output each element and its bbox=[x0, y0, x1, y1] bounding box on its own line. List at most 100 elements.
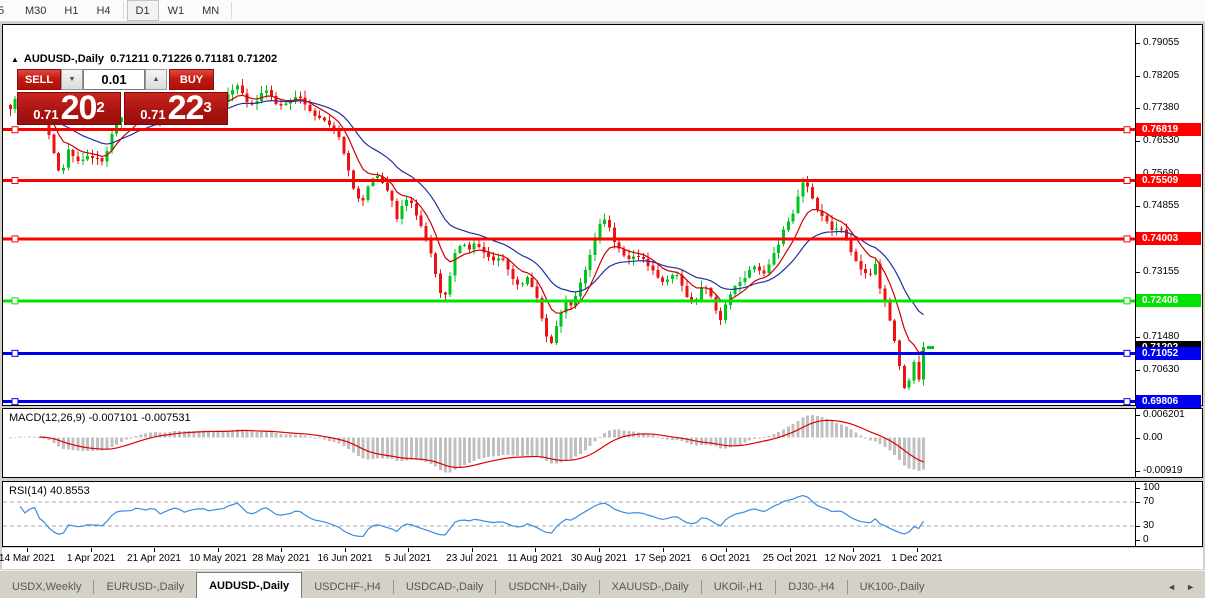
rsi-window[interactable]: RSI(14) 40.8553 100 70 30 0 bbox=[2, 481, 1203, 547]
buy-button[interactable]: BUY bbox=[169, 69, 214, 90]
timeframe-button-mn[interactable]: MN bbox=[202, 4, 220, 17]
timeframe-button-h4[interactable]: H4 bbox=[96, 4, 111, 17]
tab-scroll-right-icon[interactable]: ► bbox=[1186, 582, 1195, 592]
macd-histogram-bar bbox=[637, 432, 641, 438]
ma-slow-line[interactable] bbox=[24, 100, 924, 316]
candle-down bbox=[651, 265, 655, 271]
ask-price-panel[interactable]: 0.71 22 3 bbox=[124, 91, 228, 125]
bid-price-prefix: 0.71 bbox=[33, 107, 59, 122]
line-anchor-handle[interactable] bbox=[11, 398, 19, 405]
ask-price-point: 3 bbox=[203, 99, 212, 116]
tab-usdcaddaily[interactable]: USDCAD-,Daily bbox=[405, 580, 484, 593]
macd-histogram-bar bbox=[550, 437, 554, 464]
tab-uk100daily[interactable]: UK100-,Daily bbox=[859, 580, 925, 593]
tab-usdcnhdaily[interactable]: USDCNH-,Daily bbox=[508, 580, 587, 593]
tab-audusddaily[interactable]: AUDUSD-,Daily bbox=[196, 572, 303, 598]
line-anchor-handle[interactable] bbox=[1123, 235, 1131, 243]
timeframe-button-h1[interactable]: H1 bbox=[64, 4, 79, 17]
tab-dj30h4[interactable]: DJ30-,H4 bbox=[788, 580, 835, 593]
macd-histogram-bar bbox=[810, 415, 814, 438]
macd-histogram-bar bbox=[211, 431, 215, 438]
price-chart-window[interactable]: 0.79055 0.78205 0.77380 0.76530 0.75680 0.748… bbox=[2, 24, 1203, 408]
candle-down bbox=[612, 227, 616, 242]
volume-increase-button[interactable]: ▲ bbox=[145, 69, 167, 90]
candle-down bbox=[762, 270, 766, 274]
macd-histogram-bar bbox=[144, 433, 148, 438]
macd-histogram-bar bbox=[854, 432, 858, 438]
tab-separator bbox=[495, 580, 497, 594]
macd-histogram-bar bbox=[115, 437, 119, 445]
candle-down bbox=[661, 277, 665, 283]
candle-down bbox=[76, 156, 80, 162]
macd-histogram-bar bbox=[564, 437, 568, 461]
candle-down bbox=[100, 157, 104, 162]
timeframe-button-5[interactable]: 5 bbox=[0, 0, 16, 21]
tab-scroll-left-icon[interactable]: ◄ bbox=[1167, 582, 1177, 592]
axis-tick-mark bbox=[1136, 488, 1140, 489]
macd-histogram-bar bbox=[598, 436, 602, 438]
macd-histogram-bar bbox=[704, 437, 708, 445]
macd-histogram-bar bbox=[839, 424, 843, 438]
tab-usdchfh4[interactable]: USDCHF-,H4 bbox=[314, 580, 381, 593]
line-anchor-handle[interactable] bbox=[11, 177, 19, 185]
macd-histogram-bar bbox=[603, 432, 607, 438]
macd-window[interactable]: MACD(12,26,9) -0.007101 -0.007531 0.0062… bbox=[2, 408, 1203, 478]
macd-signal-line[interactable] bbox=[39, 419, 924, 469]
candle-down bbox=[482, 246, 486, 253]
tab-ukoilh1[interactable]: UKOil-,H1 bbox=[713, 580, 764, 593]
line-anchor-handle[interactable] bbox=[1123, 349, 1131, 357]
candle-down bbox=[535, 286, 539, 299]
line-anchor-handle[interactable] bbox=[1123, 177, 1131, 185]
candle-up bbox=[772, 252, 776, 265]
rsi-line[interactable] bbox=[19, 494, 925, 538]
candle-down bbox=[322, 117, 326, 121]
line-anchor-handle[interactable] bbox=[1123, 398, 1131, 405]
line-anchor-handle[interactable] bbox=[1123, 297, 1131, 305]
timeframe-button-d1[interactable]: D1 bbox=[126, 0, 159, 21]
line-anchor-handle[interactable] bbox=[11, 349, 19, 357]
timeframe-button-w1[interactable]: W1 bbox=[167, 4, 185, 17]
tab-eurusddaily[interactable]: EURUSD-,Daily bbox=[106, 580, 185, 593]
axis-tick-label: 0.00 bbox=[1143, 432, 1163, 443]
volume-input[interactable]: 0.01 bbox=[83, 69, 145, 90]
macd-histogram-bar bbox=[685, 437, 689, 443]
collapse-triangle-icon[interactable]: ▲ bbox=[11, 55, 19, 64]
macd-histogram-bar bbox=[236, 429, 239, 438]
candle-up bbox=[564, 301, 568, 313]
tab-xauusddaily[interactable]: XAUUSD-,Daily bbox=[611, 580, 689, 593]
line-anchor-handle[interactable] bbox=[11, 235, 19, 243]
macd-histogram-bar bbox=[786, 426, 790, 438]
bid-price-panel[interactable]: 0.71 20 2 bbox=[17, 91, 121, 125]
macd-histogram-bar bbox=[496, 437, 500, 456]
candle-up bbox=[666, 279, 670, 282]
candle-up bbox=[675, 274, 679, 276]
line-anchor-handle[interactable] bbox=[11, 126, 19, 134]
candle-down bbox=[569, 301, 573, 306]
macd-histogram-bar bbox=[501, 437, 505, 456]
macd-histogram-bar bbox=[260, 431, 264, 438]
macd-histogram-bar bbox=[806, 415, 810, 438]
date-label: 6 Oct 2021 bbox=[701, 553, 751, 564]
candle-down bbox=[854, 251, 858, 261]
tab-usdxweekly[interactable]: USDX,Weekly bbox=[12, 580, 82, 593]
timeframe-button-m30[interactable]: M30 bbox=[25, 4, 47, 17]
line-anchor-handle[interactable] bbox=[11, 297, 19, 305]
sell-button[interactable]: SELL bbox=[17, 69, 61, 90]
candlestick-plot[interactable] bbox=[3, 25, 1135, 405]
axis-tick-mark bbox=[1136, 141, 1140, 142]
axis-tick-mark bbox=[1136, 540, 1140, 541]
candle-down bbox=[917, 362, 921, 380]
macd-histogram-bar bbox=[680, 437, 684, 442]
toolbar-separator bbox=[231, 2, 233, 19]
candle-up bbox=[699, 287, 703, 300]
axis-tick-mark bbox=[1136, 43, 1140, 44]
axis-tick-label: 0.76530 bbox=[1143, 135, 1180, 146]
volume-decrease-button[interactable]: ▼ bbox=[61, 69, 83, 90]
macd-histogram-bar bbox=[463, 437, 467, 466]
date-label: 11 Aug 2021 bbox=[507, 553, 563, 564]
level-price-badge: 0.75509 bbox=[1136, 174, 1201, 187]
line-anchor-handle[interactable] bbox=[1123, 126, 1131, 134]
candle-up bbox=[796, 196, 800, 213]
candle-down bbox=[646, 259, 650, 266]
candle-up bbox=[733, 286, 737, 295]
